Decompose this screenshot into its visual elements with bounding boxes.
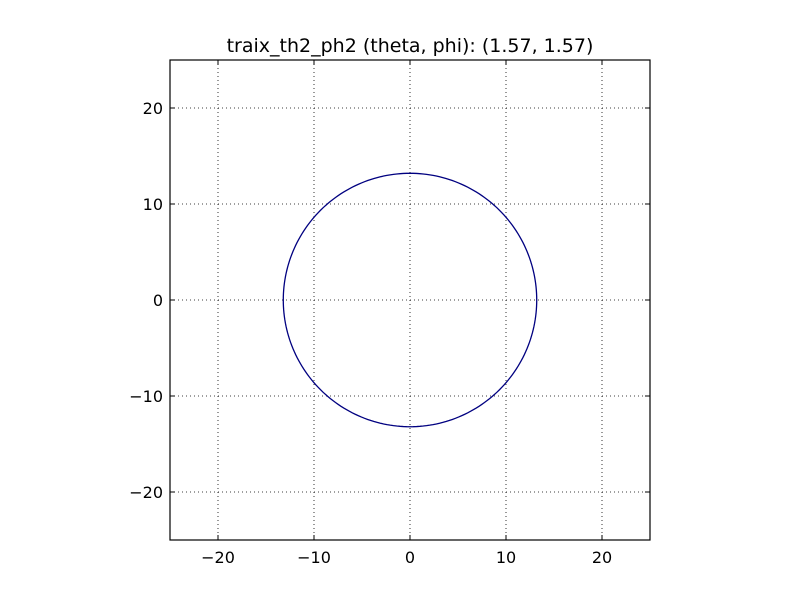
series-line-circle <box>282 172 538 428</box>
x-tick-label: 10 <box>496 548 516 567</box>
y-tick-label: 20 <box>143 99 163 118</box>
y-tick-label: −10 <box>129 387 163 406</box>
y-tick-label: 0 <box>153 291 163 310</box>
x-tick-label: −10 <box>297 548 331 567</box>
x-tick-label: −20 <box>201 548 235 567</box>
chart-title: traix_th2_ph2 (theta, phi): (1.57, 1.57) <box>227 35 594 57</box>
plot-series <box>282 172 538 428</box>
y-tick-label: −20 <box>129 483 163 502</box>
x-tick-label: 0 <box>405 548 415 567</box>
grid-lines <box>170 60 650 540</box>
axis-ticks <box>170 60 650 540</box>
x-tick-label: 20 <box>592 548 612 567</box>
tick-labels: −20 −10 0 10 20 −20 −10 0 10 20 <box>129 99 612 567</box>
y-tick-label: 10 <box>143 195 163 214</box>
